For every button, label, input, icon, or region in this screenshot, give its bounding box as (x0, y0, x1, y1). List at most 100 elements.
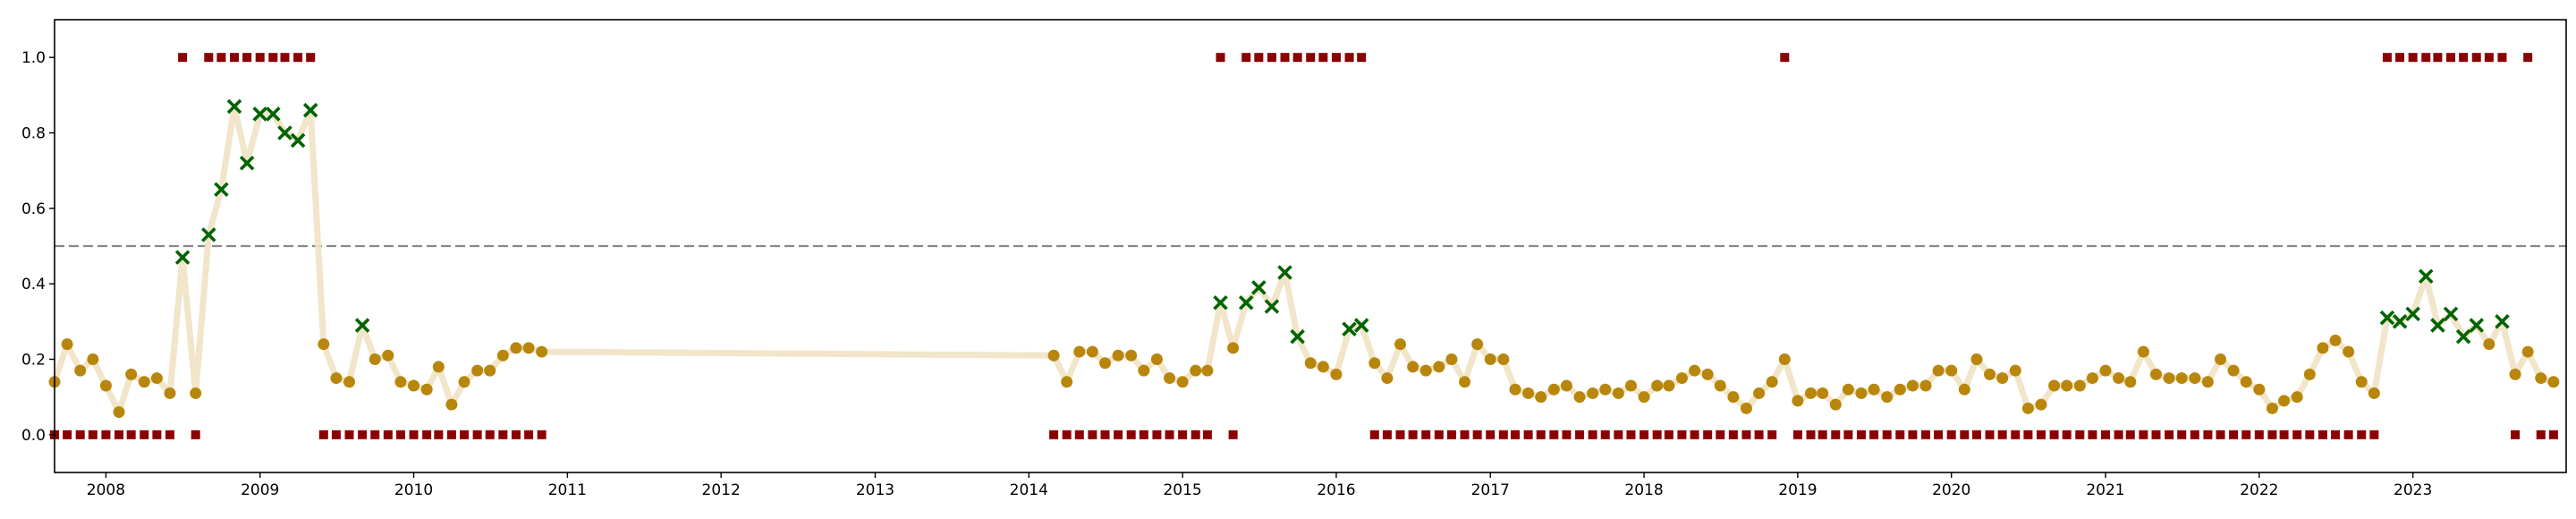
binary-point (268, 53, 278, 63)
binary-point (2190, 430, 2199, 439)
binary-point (1741, 430, 1751, 439)
binary-point (2305, 430, 2315, 439)
below-threshold-point (1484, 353, 1496, 365)
below-threshold-point (125, 368, 138, 380)
binary-point (1498, 430, 1508, 439)
binary-point (1382, 430, 1392, 439)
binary-point (2511, 430, 2521, 439)
binary-point (1856, 430, 1866, 439)
x-tick-label: 2012 (702, 481, 741, 499)
below-threshold-point (536, 345, 548, 358)
above-threshold-point (2495, 314, 2510, 329)
binary-point (2203, 430, 2213, 439)
x-tick-label: 2008 (87, 481, 125, 499)
below-threshold-point (1778, 353, 1791, 365)
y-tick-label: 0.4 (21, 276, 46, 294)
binary-point (318, 430, 328, 439)
binary-point (2484, 53, 2494, 63)
y-tick-label: 0.8 (21, 125, 46, 143)
below-threshold-point (1970, 353, 1983, 365)
below-threshold-point (1201, 364, 1214, 377)
above-threshold-point (2430, 318, 2445, 333)
below-threshold-point (1445, 353, 1458, 365)
above-threshold-point (1251, 280, 1267, 295)
above-threshold-point (252, 106, 267, 122)
binary-point (1818, 430, 1827, 439)
binary-point (1049, 430, 1059, 439)
binary-point (1460, 430, 1470, 439)
binary-point (446, 430, 456, 439)
binary-point (1843, 430, 1853, 439)
below-threshold-point (1125, 349, 1138, 362)
below-threshold-point (74, 364, 87, 377)
below-threshold-point (1086, 345, 1098, 358)
below-threshold-point (2483, 338, 2496, 351)
x-tick-label: 2016 (1317, 481, 1355, 499)
above-threshold-point (1290, 328, 1305, 345)
binary-point (2101, 430, 2111, 439)
below-threshold-point (1958, 383, 1970, 396)
cross-stroke (2430, 318, 2445, 333)
below-threshold-point (1663, 379, 1675, 392)
cross-stroke (2455, 328, 2471, 345)
below-threshold-point (2073, 379, 2086, 392)
cross-stroke (2495, 314, 2510, 329)
below-threshold-point (1433, 361, 1445, 373)
binary-point (2382, 53, 2392, 63)
below-threshold-point (1766, 376, 1778, 388)
cross-stroke (354, 318, 370, 333)
binary-point (1792, 430, 1802, 439)
x-tick-label: 2023 (2394, 481, 2432, 499)
binary-point (2459, 53, 2469, 63)
binary-point (1318, 53, 1328, 63)
binary-point (1588, 430, 1597, 439)
binary-point (1614, 430, 1623, 439)
binary-point (1434, 430, 1444, 439)
cross-stroke (2443, 306, 2459, 322)
below-threshold-point (445, 398, 458, 411)
above-threshold-point (1213, 294, 1228, 311)
x-tick-label: 2015 (1163, 481, 1201, 499)
binary-point (2229, 430, 2239, 439)
below-threshold-point (190, 387, 202, 399)
binary-point (331, 430, 341, 439)
above-threshold-point (214, 182, 229, 198)
below-threshold-point (1150, 353, 1163, 365)
below-threshold-point (1996, 372, 2009, 385)
binary-point (1088, 430, 1097, 439)
binary-point (2536, 430, 2546, 439)
binary-point (1562, 430, 1572, 439)
binary-point (2114, 430, 2123, 439)
binary-point (2023, 430, 2033, 439)
binary-point (1895, 430, 1905, 439)
binary-point (2254, 430, 2264, 439)
binary-point (2523, 53, 2533, 63)
below-threshold-point (2253, 383, 2266, 396)
binary-point (2471, 53, 2481, 63)
above-threshold-point (239, 155, 255, 171)
x-tick-label: 2014 (1010, 481, 1048, 499)
below-threshold-point (1394, 338, 1407, 351)
x-tick-label: 2017 (1471, 481, 1510, 499)
below-threshold-point (2368, 387, 2380, 399)
below-threshold-point (2009, 364, 2021, 377)
y-tick-label: 0.6 (21, 200, 46, 218)
binary-point (2395, 53, 2405, 63)
binary-point (1074, 430, 1084, 439)
binary-point (1882, 430, 1892, 439)
x-tick-label: 2022 (2240, 481, 2278, 499)
binary-point (460, 430, 470, 439)
binary-point (2369, 430, 2379, 439)
binary-point (472, 430, 482, 439)
binary-point (1664, 430, 1674, 439)
cross-stroke (1213, 294, 1228, 311)
binary-point (1690, 430, 1699, 439)
below-threshold-point (330, 372, 343, 385)
below-threshold-point (1176, 376, 1189, 388)
below-threshold-point (2329, 334, 2342, 346)
below-threshold-point (1138, 364, 1150, 377)
below-threshold-point (2343, 345, 2355, 358)
below-threshold-point (510, 342, 522, 354)
cross-stroke (2405, 306, 2420, 322)
binary-point (75, 430, 85, 439)
